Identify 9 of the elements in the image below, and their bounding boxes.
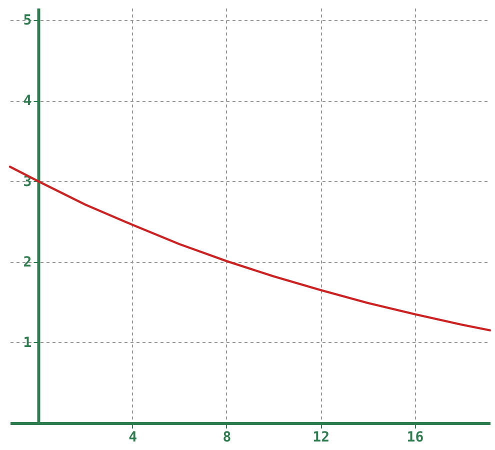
y-tick-label: 2 (23, 254, 32, 270)
x-tick-label: 8 (222, 430, 232, 446)
y-tick-label: 4 (23, 93, 32, 110)
y-tick-label: 1 (23, 334, 32, 351)
x-tick-label: 12 (312, 430, 330, 446)
x-tick-label: 16 (406, 430, 424, 446)
line-series (8, 166, 492, 332)
y-tick-label: 5 (23, 12, 32, 29)
x-tick-label: 4 (128, 430, 138, 446)
